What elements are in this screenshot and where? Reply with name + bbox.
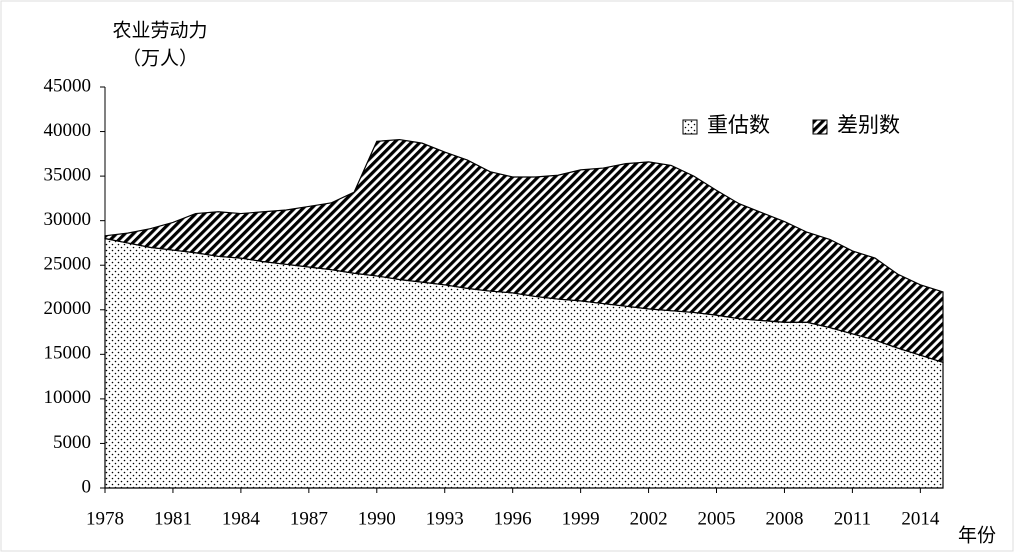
x-tick-label: 2011 <box>834 508 871 529</box>
legend-swatch <box>682 119 698 135</box>
x-tick-label: 1981 <box>154 508 192 529</box>
x-tick-label: 2005 <box>698 508 736 529</box>
x-tick-label: 1993 <box>426 508 464 529</box>
legend: 重估数 差别数 <box>682 113 900 137</box>
y-tick-label: 35000 <box>44 164 92 185</box>
y-tick-label: 0 <box>82 476 92 497</box>
y-tick-label: 45000 <box>44 75 92 96</box>
y-axis-label: 农业劳动力 <box>112 19 207 41</box>
area <box>104 138 944 364</box>
x-tick-label: 1984 <box>222 508 261 529</box>
x-axis-label: 年份 <box>958 524 996 546</box>
x-tick-label: 2002 <box>630 508 668 529</box>
y-tick-label: 15000 <box>44 343 92 364</box>
x-tick-label: 1978 <box>86 508 124 529</box>
x-tick-label: 1999 <box>562 508 600 529</box>
x-tick-label: 1990 <box>358 508 396 529</box>
y-tick-label: 30000 <box>44 209 92 230</box>
x-tick-label: 2014 <box>901 508 940 529</box>
x-tick-label: 2008 <box>765 508 803 529</box>
y-tick-label: 20000 <box>44 298 92 319</box>
y-tick-label: 10000 <box>44 387 92 408</box>
x-tick-label: 1987 <box>290 508 328 529</box>
y-tick-label: 5000 <box>53 432 91 453</box>
y-tick-label: 25000 <box>44 254 92 275</box>
x-tick-label: 1996 <box>494 508 532 529</box>
y-axis-label: （万人） <box>122 47 198 69</box>
y-tick-label: 40000 <box>44 120 92 141</box>
legend-label: 差别数 <box>837 113 900 137</box>
legend-label: 重估数 <box>707 113 770 137</box>
legend-swatch <box>812 119 828 135</box>
